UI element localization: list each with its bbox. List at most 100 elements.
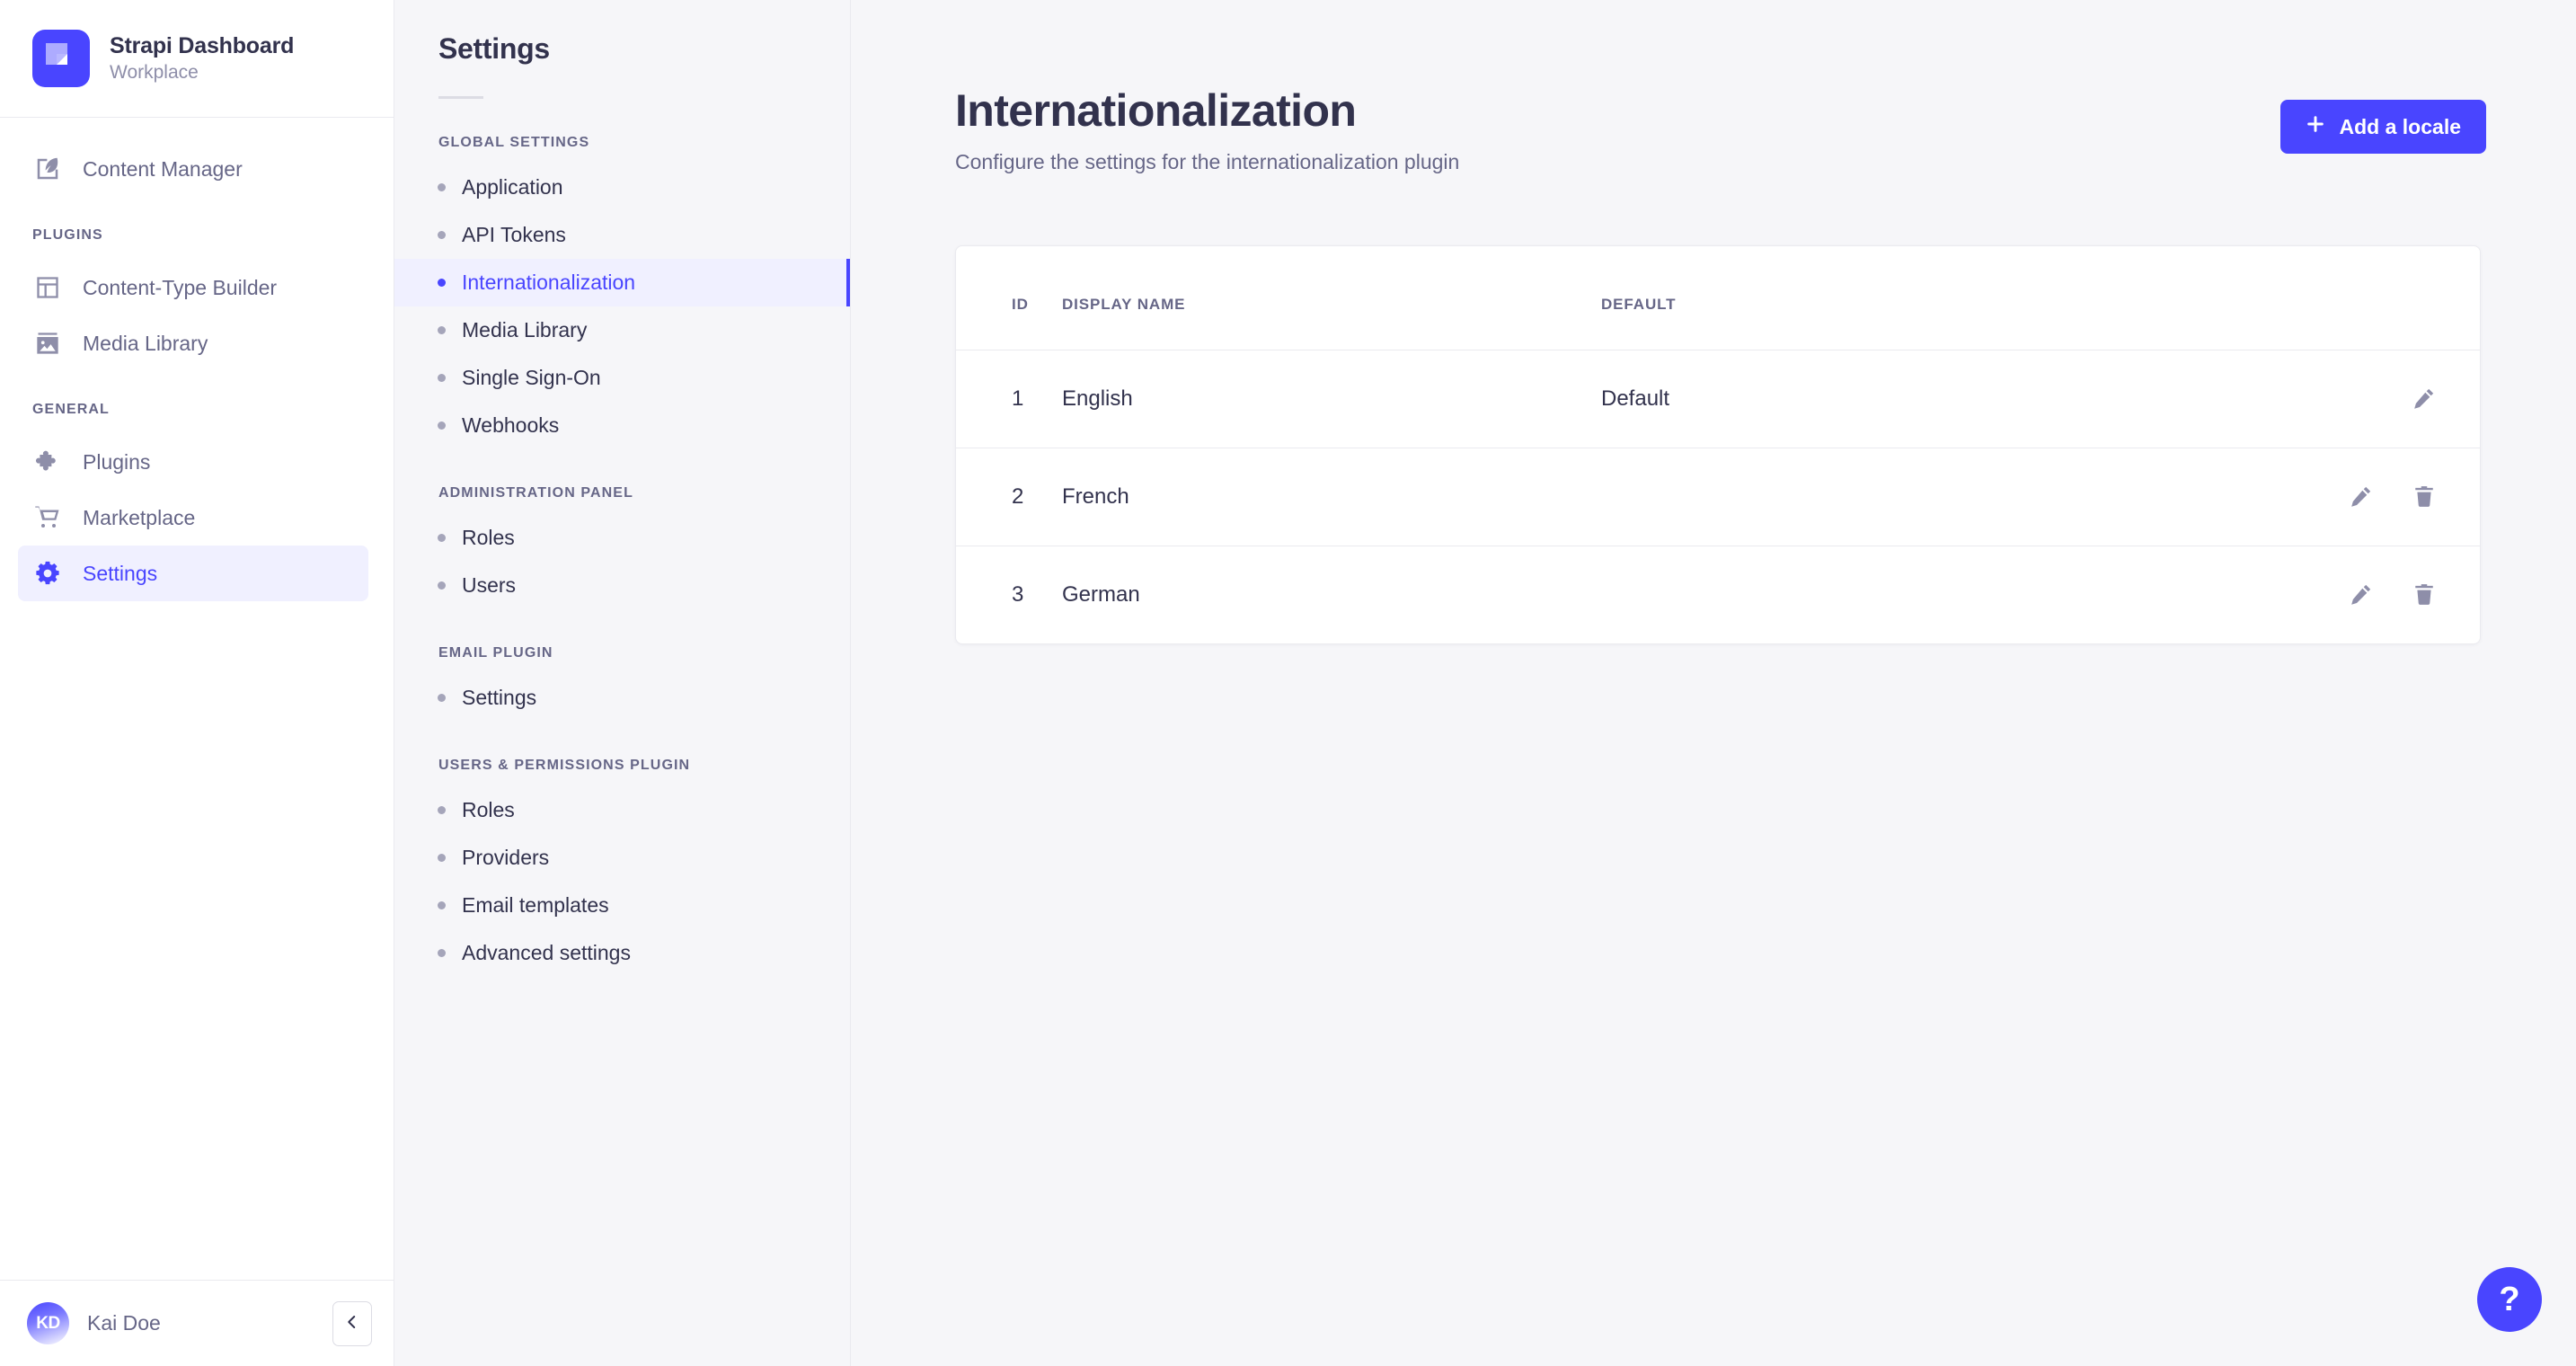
subnav-item-label: API Tokens: [462, 223, 566, 246]
main-sidebar: Strapi Dashboard Workplace Content Manag…: [0, 0, 394, 1366]
subnav-item-label: Advanced settings: [462, 941, 631, 964]
sidebar-item-plugins[interactable]: Plugins: [18, 434, 368, 490]
row-actions: [2176, 386, 2437, 412]
table-row[interactable]: 3 German: [956, 546, 2480, 644]
cell-id: 3: [1012, 582, 1024, 607]
subnav-item-media-library[interactable]: Media Library: [394, 306, 850, 354]
sidebar-item-settings[interactable]: Settings: [18, 546, 368, 601]
subnav-group-label: EMAIL PLUGIN: [438, 645, 553, 661]
sidebar-item-label: Marketplace: [83, 505, 196, 529]
trash-icon: [2412, 582, 2436, 608]
bullet-icon: [438, 183, 446, 191]
puzzle-piece-icon: [32, 447, 63, 477]
cell-display-name: German: [1062, 582, 1140, 607]
delete-locale-button[interactable]: [2412, 582, 2437, 608]
subnav-item-advanced-settings[interactable]: Advanced settings: [394, 929, 850, 977]
cell-default: [1601, 546, 2176, 644]
cell-actions: [2176, 546, 2480, 644]
sidebar-item-label: Media Library: [83, 331, 208, 355]
table-row[interactable]: 2 French: [956, 448, 2480, 546]
brand-subtitle: Workplace: [110, 62, 199, 84]
subnav-item-up-roles[interactable]: Roles: [394, 786, 850, 834]
subnav-group-label: USERS & PERMISSIONS PLUGIN: [438, 758, 691, 773]
table-row[interactable]: 1 English Default: [956, 350, 2480, 448]
avatar[interactable]: KD: [27, 1302, 69, 1344]
column-header-actions: [2176, 246, 2480, 350]
cell-display-name: French: [1062, 448, 1601, 546]
subnav-group-email-plugin: EMAIL PLUGIN Settings: [394, 645, 850, 722]
table-header-row: ID DISPLAY NAME DEFAULT: [956, 246, 2480, 350]
sidebar-item-label: Plugins: [83, 449, 151, 474]
sidebar-item-content-type-builder[interactable]: Content-Type Builder: [18, 260, 368, 315]
edit-locale-button[interactable]: [2349, 484, 2374, 510]
help-button[interactable]: ?: [2477, 1267, 2542, 1332]
row-actions: [2176, 582, 2437, 608]
subnav-item-label: Roles: [462, 526, 515, 549]
subnav-group-users-permissions-plugin: USERS & PERMISSIONS PLUGIN Roles Provide…: [394, 758, 850, 977]
subnav-item-label: Users: [462, 573, 517, 597]
sidebar-item-media-library[interactable]: Media Library: [18, 315, 368, 371]
subnav-item-label: Providers: [462, 846, 550, 869]
content-header: Internationalization Configure the setti…: [851, 0, 2576, 174]
image-icon: [32, 328, 63, 359]
sidebar-item-marketplace[interactable]: Marketplace: [18, 490, 368, 546]
subnav-item-email-templates[interactable]: Email templates: [394, 882, 850, 929]
subnav-item-label: Settings: [462, 686, 537, 709]
trash-icon: [2412, 484, 2436, 510]
bullet-icon: [438, 581, 446, 590]
subnav-item-webhooks[interactable]: Webhooks: [394, 402, 850, 449]
subnav-item-label: Media Library: [462, 318, 588, 342]
subnav-item-email-settings[interactable]: Settings: [394, 674, 850, 722]
add-locale-button-label: Add a locale: [2339, 114, 2461, 138]
bullet-icon: [438, 694, 446, 702]
page-subtitle: Configure the settings for the internati…: [955, 150, 1460, 173]
pencil-icon: [2350, 582, 2373, 608]
bullet-icon: [438, 949, 446, 957]
settings-subnav-title: Settings: [438, 32, 550, 65]
column-header-display-name: DISPLAY NAME: [1062, 246, 1601, 350]
edit-locale-button[interactable]: [2412, 386, 2437, 412]
settings-subnav-header: Settings: [394, 0, 850, 99]
feather-icon: [32, 154, 63, 184]
row-actions: [2176, 484, 2437, 510]
cell-actions: [2176, 448, 2480, 546]
subnav-item-label: Email templates: [462, 893, 609, 917]
sidebar-section-label-plugins: PLUGINS: [32, 227, 103, 243]
subnav-group-label: ADMINISTRATION PANEL: [438, 485, 633, 501]
add-locale-button[interactable]: Add a locale: [2279, 100, 2486, 154]
cell-id: 2: [956, 448, 1062, 546]
subnav-item-application[interactable]: Application: [394, 164, 850, 211]
plus-icon: [2306, 114, 2325, 139]
sidebar-item-content-manager[interactable]: Content Manager: [18, 141, 368, 197]
strapi-logo-icon: [32, 30, 90, 87]
subnav-item-internationalization[interactable]: Internationalization: [394, 259, 850, 306]
sidebar-item-label: Content-Type Builder: [83, 275, 278, 299]
settings-subnav: Settings GLOBAL SETTINGS Application API…: [394, 0, 851, 1366]
column-header-id: ID: [956, 246, 1062, 350]
delete-locale-button[interactable]: [2412, 484, 2437, 510]
pencil-icon: [2350, 484, 2373, 510]
layout-grid-icon: [32, 272, 63, 303]
cell-default: Default: [1601, 350, 2176, 448]
subnav-item-admin-users[interactable]: Users: [394, 562, 850, 609]
page-title: Internationalization: [955, 85, 1357, 136]
brand-title: Strapi Dashboard: [110, 33, 295, 59]
subnav-item-admin-roles[interactable]: Roles: [394, 514, 850, 562]
user-name: Kai Doe: [87, 1311, 161, 1335]
subnav-item-label: Single Sign-On: [462, 366, 601, 389]
subnav-item-providers[interactable]: Providers: [394, 834, 850, 882]
subnav-item-single-sign-on[interactable]: Single Sign-On: [394, 354, 850, 402]
cell-default: [1601, 448, 2176, 546]
bullet-icon: [438, 901, 446, 909]
locales-table-body: 1 English Default: [956, 350, 2480, 644]
edit-locale-button[interactable]: [2349, 582, 2374, 608]
sidebar-collapse-button[interactable]: [332, 1300, 372, 1346]
cell-actions: [2176, 350, 2480, 448]
subnav-item-label: Internationalization: [462, 271, 636, 294]
bullet-icon: [438, 534, 446, 542]
brand-header[interactable]: Strapi Dashboard Workplace: [0, 0, 394, 118]
bullet-icon: [438, 231, 446, 239]
subnav-item-api-tokens[interactable]: API Tokens: [394, 211, 850, 259]
shopping-cart-icon: [32, 502, 63, 533]
